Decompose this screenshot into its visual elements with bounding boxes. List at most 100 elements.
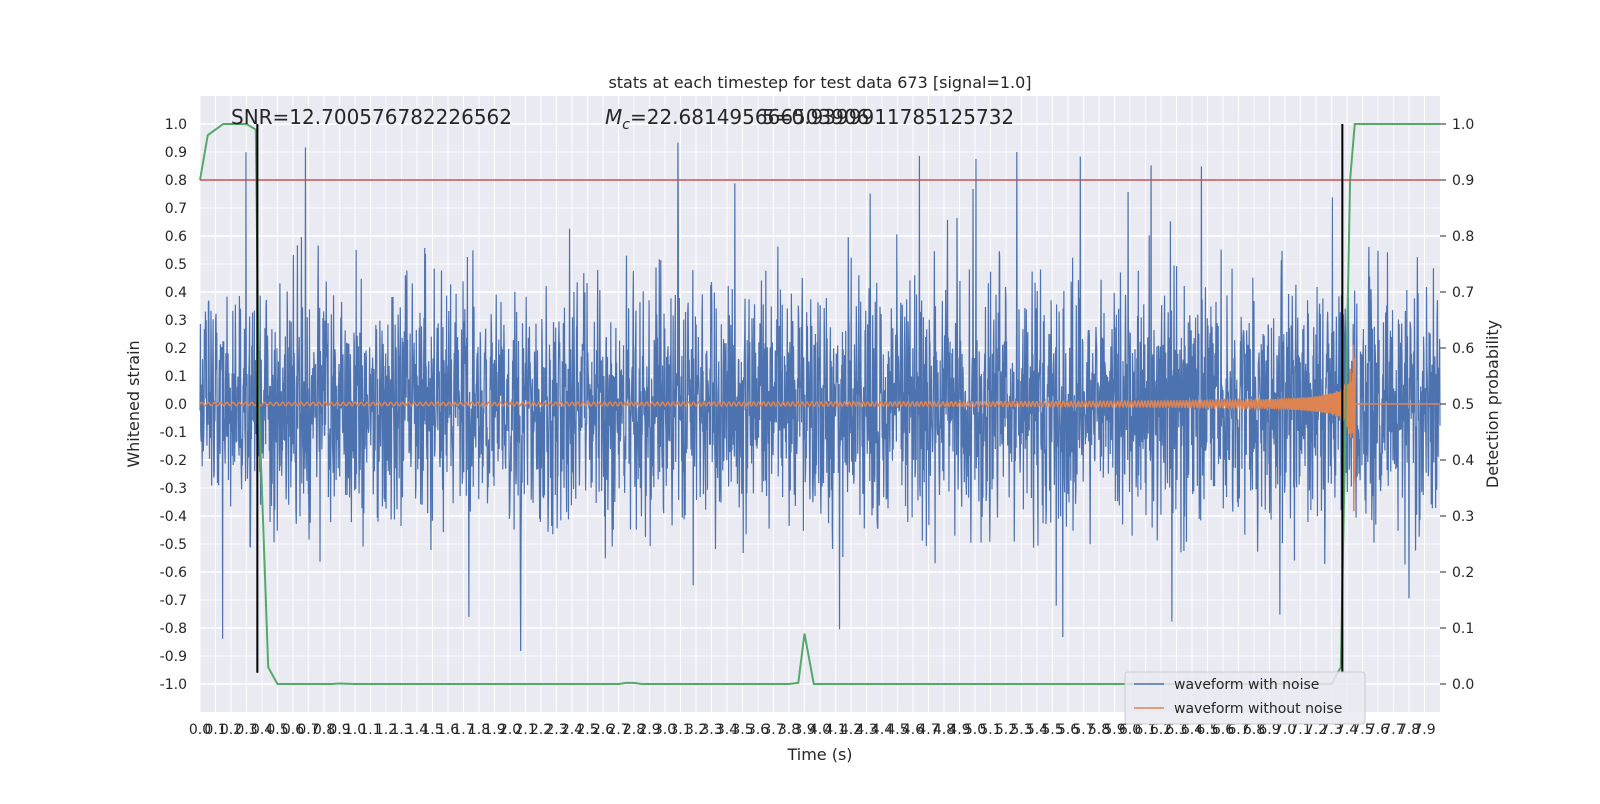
x-tick-label: 4.1 <box>824 722 846 738</box>
x-tick-label: 5.8 <box>1088 722 1110 738</box>
series-line-waveform-with-noise <box>199 142 1441 651</box>
x-tick-label: 0.8 <box>313 722 335 738</box>
x-tick-label: 6.5 <box>1196 722 1218 738</box>
y2-tick-label: 0.6 <box>1452 341 1474 357</box>
x-tick-label: 6.4 <box>1181 722 1203 738</box>
x-tick-label: 1.7 <box>452 722 474 738</box>
x-tick-label: 0.6 <box>282 722 304 738</box>
y2-tick-label: 0.1 <box>1452 621 1474 637</box>
y-tick-label: 0.4 <box>165 285 187 301</box>
x-tick-label: 4.6 <box>902 722 924 738</box>
y-tick-label: -0.7 <box>160 593 187 609</box>
x-tick-label: 0.7 <box>297 722 319 738</box>
y-tick-label: 0.5 <box>165 257 187 273</box>
y2-axis-label: Detection probability <box>1483 320 1502 488</box>
y2-tick-label: 1.0 <box>1452 117 1474 133</box>
y-tick-label: -0.9 <box>160 649 187 665</box>
x-tick-label: 5.9 <box>1103 722 1125 738</box>
chirp-mass-symbol: M <box>605 105 622 129</box>
axis-ticks: 0.00.10.20.30.40.50.60.70.80.91.01.11.21… <box>160 117 1475 738</box>
x-tick-label: 3.1 <box>669 722 691 738</box>
x-tick-label: 7.2 <box>1305 722 1327 738</box>
x-tick-label: 5.0 <box>964 722 986 738</box>
x-tick-label: 5.5 <box>1041 722 1063 738</box>
y2-tick-label: 0.5 <box>1452 397 1474 413</box>
x-tick-label: 4.5 <box>886 722 908 738</box>
x-tick-label: 0.3 <box>235 722 257 738</box>
legend: waveform with noise waveform without noi… <box>1124 671 1366 725</box>
x-tick-label: 7.6 <box>1367 722 1389 738</box>
chirp-mass-subscript: c <box>622 117 630 133</box>
y2-tick-label: 0.7 <box>1452 285 1474 301</box>
y-tick-label: -0.6 <box>160 565 187 581</box>
legend-box <box>1124 671 1366 725</box>
y2-tick-label: 0.0 <box>1452 677 1474 693</box>
y-tick-label: 0.8 <box>165 173 187 189</box>
x-tick-label: 3.5 <box>731 722 753 738</box>
x-tick-label: 0.5 <box>266 722 288 738</box>
x-tick-label: 1.1 <box>359 722 381 738</box>
x-tick-label: 1.9 <box>483 722 505 738</box>
y-tick-label: 0.6 <box>165 229 187 245</box>
y-tick-label: -0.8 <box>160 621 187 637</box>
x-tick-label: 5.6 <box>1057 722 1079 738</box>
y-tick-label: 0.9 <box>165 145 187 161</box>
y-tick-label: -0.2 <box>160 453 187 469</box>
y2-tick-label: 0.4 <box>1452 453 1474 469</box>
y-axis-label: Whitened strain <box>124 340 143 467</box>
x-tick-label: 2.8 <box>623 722 645 738</box>
x-tick-label: 0.9 <box>328 722 350 738</box>
legend-label-noise: waveform with noise <box>1174 677 1319 693</box>
y-tick-label: 0.1 <box>165 369 187 385</box>
x-tick-label: 3.8 <box>778 722 800 738</box>
chart-title: stats at each timestep for test data 673… <box>608 73 1031 92</box>
x-tick-label: 7.7 <box>1382 722 1404 738</box>
chirp-mass-annotation: Mc=22.681495666503906 <box>605 105 869 133</box>
x-tick-label: 1.5 <box>421 722 443 738</box>
y-tick-label: -0.1 <box>160 425 187 441</box>
x-tick-label: 2.5 <box>576 722 598 738</box>
x-tick-label: 4.2 <box>840 722 862 738</box>
noise-series <box>199 142 1441 651</box>
x-tick-label: 5.4 <box>1026 722 1048 738</box>
x-tick-label: 3.3 <box>700 722 722 738</box>
threshold-and-markers <box>200 124 1440 673</box>
x-tick-label: 6.7 <box>1227 722 1249 738</box>
y2-tick-label: 0.3 <box>1452 509 1474 525</box>
x-tick-label: 6.2 <box>1150 722 1172 738</box>
x-tick-label: 4.7 <box>917 722 939 738</box>
x-tick-label: 2.1 <box>514 722 536 738</box>
x-tick-label: 1.8 <box>468 722 490 738</box>
y2-tick-label: 0.8 <box>1452 229 1474 245</box>
x-tick-label: 5.7 <box>1072 722 1094 738</box>
y-tick-label: 0.0 <box>165 397 187 413</box>
x-tick-label: 7.0 <box>1274 722 1296 738</box>
clean-series <box>199 344 1440 512</box>
x-tick-label: 1.2 <box>375 722 397 738</box>
x-tick-label: 4.8 <box>933 722 955 738</box>
x-tick-label: 2.0 <box>499 722 521 738</box>
x-tick-label: 3.0 <box>654 722 676 738</box>
y-tick-label: -0.3 <box>160 481 187 497</box>
x-tick-label: 3.2 <box>685 722 707 738</box>
x-tick-label: 1.3 <box>390 722 412 738</box>
x-tick-label: 2.6 <box>592 722 614 738</box>
x-tick-label: 6.8 <box>1243 722 1265 738</box>
x-tick-label: 0.4 <box>251 722 273 738</box>
legend-label-clean: waveform without noise <box>1174 701 1342 717</box>
x-tick-label: 3.4 <box>716 722 738 738</box>
x-tick-label: 6.9 <box>1258 722 1280 738</box>
y-tick-label: 0.2 <box>165 341 187 357</box>
x-tick-label: 1.0 <box>344 722 366 738</box>
x-tick-label: 1.6 <box>437 722 459 738</box>
x-tick-label: 3.7 <box>762 722 784 738</box>
y2-tick-label: 0.2 <box>1452 565 1474 581</box>
x-tick-label: 2.7 <box>607 722 629 738</box>
x-tick-label: 7.8 <box>1398 722 1420 738</box>
x-tick-label: 4.0 <box>809 722 831 738</box>
x-tick-label: 2.4 <box>561 722 583 738</box>
snr-annotation: SNR=12.700576782226562 <box>231 105 512 129</box>
x-tick-label: 3.9 <box>793 722 815 738</box>
x-tick-label: 7.3 <box>1320 722 1342 738</box>
